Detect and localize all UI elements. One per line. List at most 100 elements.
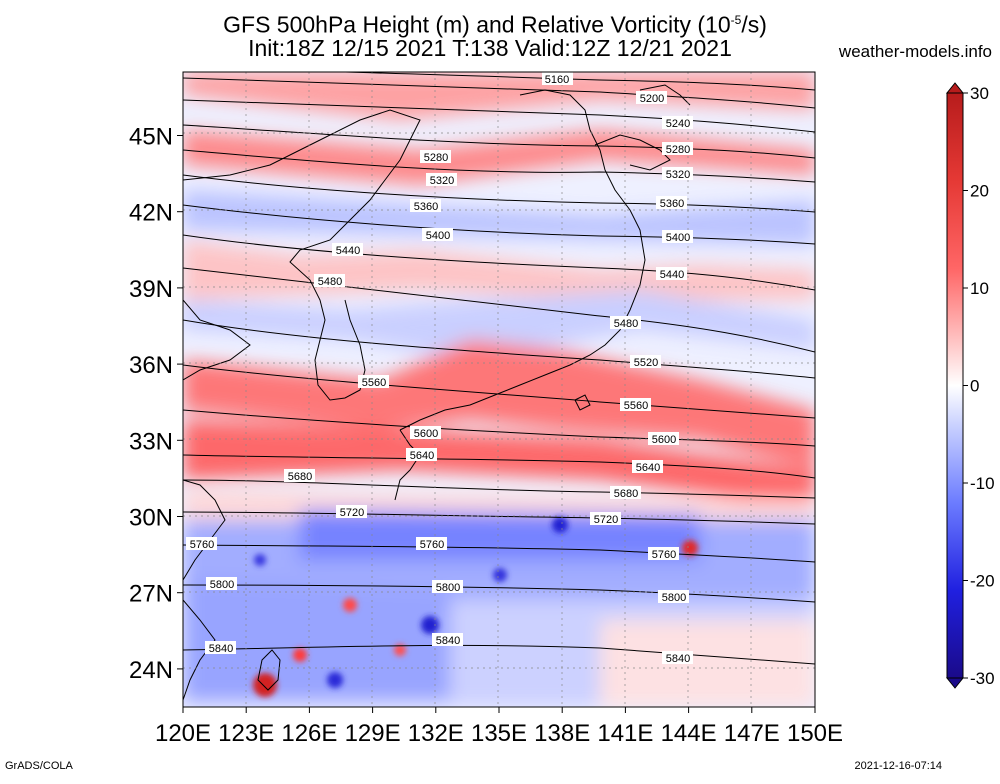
colorbar-label: -20 [970, 572, 995, 591]
svg-text:5640: 5640 [410, 450, 434, 462]
lat-label: 36N [129, 352, 173, 379]
latitude-axis: 45N 42N 39N 36N 33N 30N 27N 24N [129, 124, 183, 684]
lat-label: 27N [129, 581, 173, 608]
footer-left: GrADS/COLA [5, 760, 73, 772]
contour-label-5840c: 5840 [662, 651, 693, 665]
contour-label-5280: 5280 [420, 150, 451, 164]
contour-label-5520: 5520 [630, 355, 661, 369]
svg-text:5320: 5320 [430, 175, 454, 187]
contour-label-5480: 5480 [314, 274, 345, 288]
colorbar-label: 10 [970, 279, 989, 298]
contour-label-5640b: 5640 [632, 460, 663, 474]
svg-text:5320: 5320 [666, 169, 690, 181]
lon-label: 138E [534, 720, 590, 747]
contour-label-5400b: 5400 [662, 230, 693, 244]
contour-label-5440b: 5440 [656, 267, 687, 281]
contour-label-5600b: 5600 [648, 432, 679, 446]
contour-label-5800c: 5800 [658, 590, 689, 604]
svg-text:5640: 5640 [636, 462, 660, 474]
svg-text:5760: 5760 [652, 549, 676, 561]
svg-text:5760: 5760 [420, 539, 444, 551]
svg-text:5600: 5600 [652, 434, 676, 446]
colorbar-ramp [946, 92, 964, 679]
contour-label-5360: 5360 [410, 199, 441, 213]
colorbar-bottom-arrow [945, 677, 965, 689]
lon-label: 135E [471, 720, 527, 747]
svg-text:5160: 5160 [545, 74, 569, 86]
lon-label: 144E [661, 720, 717, 747]
contour-label-5720b: 5720 [590, 512, 621, 526]
lon-label: 150E [787, 720, 843, 747]
svg-text:5800: 5800 [210, 579, 234, 591]
lat-label: 24N [129, 657, 173, 684]
contour-label-5760b: 5760 [416, 537, 447, 551]
lon-label: 120E [155, 720, 211, 747]
svg-text:5480: 5480 [318, 276, 342, 288]
svg-text:5200: 5200 [640, 93, 664, 105]
contour-label-5280b: 5280 [662, 142, 693, 156]
svg-text:5560: 5560 [624, 400, 648, 412]
lon-label: 126E [281, 720, 337, 747]
contour-label-5560: 5560 [358, 375, 389, 389]
contour-label-5320b: 5320 [662, 167, 693, 181]
svg-text:5520: 5520 [634, 357, 658, 369]
contour-label-5200: 5200 [636, 91, 667, 105]
contour-label-5800: 5800 [206, 577, 237, 591]
colorbar-top-arrow [945, 82, 965, 94]
contour-label-5840: 5840 [205, 641, 236, 655]
contour-label-5760c: 5760 [648, 547, 679, 561]
svg-text:5280: 5280 [424, 152, 448, 164]
colorbar-label: -30 [970, 669, 995, 688]
contour-label-5800b: 5800 [432, 580, 463, 594]
longitude-axis: 120E 123E 126E 129E 132E 135E 138E 141E 144E 147E… [155, 707, 843, 747]
contour-label-5400: 5400 [422, 228, 453, 242]
svg-text:5240: 5240 [666, 118, 690, 130]
svg-text:5280: 5280 [666, 144, 690, 156]
contour-label-5320: 5320 [426, 173, 457, 187]
svg-text:5360: 5360 [414, 201, 438, 213]
lat-label: 33N [129, 428, 173, 455]
lon-label: 132E [408, 720, 464, 747]
svg-text:5680: 5680 [614, 488, 638, 500]
contour-label-5440: 5440 [332, 243, 363, 257]
colorbar-label: 30 [970, 84, 989, 103]
contour-label-5680b: 5680 [610, 486, 641, 500]
contour-label-5640: 5640 [406, 448, 437, 462]
contour-label-5360b: 5360 [656, 196, 687, 210]
lon-label: 129E [345, 720, 401, 747]
svg-text:5720: 5720 [594, 514, 618, 526]
colorbar-label: 0 [970, 377, 979, 396]
svg-text:5440: 5440 [660, 269, 684, 281]
lon-label: 123E [218, 720, 274, 747]
contour-labels: 5160 5200 5240 5280 5280 5320 5320 5360 … [186, 72, 693, 665]
svg-text:5840: 5840 [666, 653, 690, 665]
svg-text:5840: 5840 [209, 643, 233, 655]
svg-text:5400: 5400 [426, 230, 450, 242]
contour-label-5760: 5760 [186, 537, 217, 551]
contour-label-5720: 5720 [336, 505, 367, 519]
lon-label: 147E [724, 720, 780, 747]
svg-text:5360: 5360 [660, 198, 684, 210]
svg-text:5800: 5800 [662, 592, 686, 604]
contour-label-5840b: 5840 [432, 633, 463, 647]
contour-label-5560b: 5560 [620, 398, 651, 412]
colorbar: 30 20 10 0 -10 -20 -30 [945, 82, 995, 689]
svg-text:5440: 5440 [336, 245, 360, 257]
lat-label: 39N [129, 276, 173, 303]
lon-label: 141E [597, 720, 653, 747]
lat-label: 45N [129, 124, 173, 151]
contour-label-5240: 5240 [662, 116, 693, 130]
lat-label: 42N [129, 200, 173, 227]
contour-label-5600: 5600 [410, 426, 441, 440]
colorbar-label: 20 [970, 182, 989, 201]
colorbar-label: -10 [970, 474, 995, 493]
svg-text:5720: 5720 [340, 507, 364, 519]
svg-text:5800: 5800 [436, 582, 460, 594]
svg-text:5760: 5760 [190, 539, 214, 551]
contour-label-5160: 5160 [542, 72, 573, 86]
contour-label-5480b: 5480 [610, 316, 641, 330]
site-credit: weather-models.info [838, 42, 992, 61]
svg-text:5480: 5480 [614, 318, 638, 330]
chart-title-line2: Init:18Z 12/15 2021 T:138 Valid:12Z 12/2… [248, 35, 732, 61]
